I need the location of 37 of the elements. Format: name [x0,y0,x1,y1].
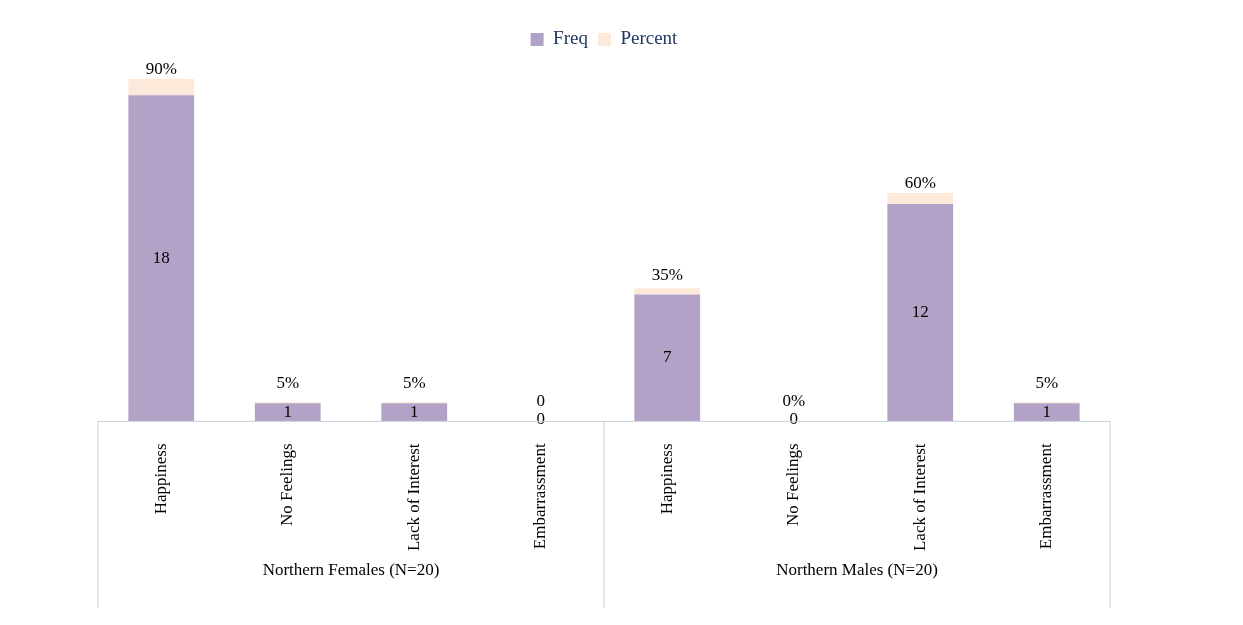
data-label: 18 [152,247,170,267]
bar [254,403,321,422]
x-tick-label: Embarrassment [1036,443,1056,550]
data-label: 0 [536,408,545,428]
data-label: 35% [651,264,683,284]
bar [634,294,701,422]
data-label: 12 [911,302,929,322]
x-tick-label: Lack of Interest [403,443,423,552]
data-label: 1 [283,401,292,421]
data-label: 1 [410,401,419,421]
bar [128,78,195,96]
data-label: 0 [789,408,798,428]
x-tick-label: No Feelings [783,443,803,527]
x-tick-label: Embarrassment [530,443,550,550]
data-label: 5% [402,373,426,393]
bar [381,403,448,422]
x-tick-label: Lack of Interest [909,443,929,552]
data-label: 1 [1042,401,1051,421]
bar [887,203,954,422]
legend-label: Freq [553,27,589,49]
x-tick-label: Happiness [656,443,676,515]
x-tick-label: Happiness [150,443,170,515]
legend-label: Percent [620,27,679,49]
data-label: 7 [663,347,672,367]
data-label: 60% [904,173,936,193]
bar [128,95,195,422]
data-label: 5% [276,373,300,393]
text: Northern Males (N=20) [776,560,938,580]
data-label: 90% [145,58,177,78]
x-tick-label: No Feelings [277,443,297,527]
data-label: 5% [1035,373,1059,393]
data-label: 0 [536,391,545,411]
bar [1013,403,1080,422]
bar [887,193,954,204]
text: Northern Females (N=20) [262,560,440,580]
bar [634,288,701,295]
data-label: 0% [782,391,806,411]
